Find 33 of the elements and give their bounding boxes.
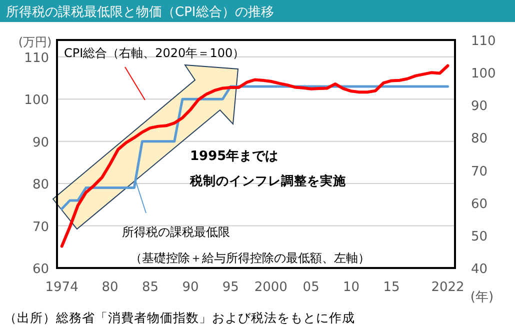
chart-title: 所得税の課税最低限と物価（CPI総合）の推移 — [6, 5, 274, 20]
y2-tick-label: 40 — [471, 262, 488, 277]
y2-tick-label: 70 — [471, 164, 488, 180]
y2-tick-label: 100 — [471, 66, 496, 82]
y2-tick-label: 90 — [471, 99, 488, 114]
series-label: CPI総合（右軸、2020年＝100） — [64, 46, 245, 60]
x-tick-label: 80 — [102, 280, 118, 295]
x-tick-label: 15 — [383, 280, 400, 295]
y2-tick-label: 50 — [471, 229, 488, 244]
text: （出所）総務省「消費者物価指数」および税法をもとに作成 — [4, 310, 355, 325]
annotation: （基礎控除＋給与所得控除の最低額、左軸） — [130, 251, 370, 265]
text: 所得税の課税最低限 — [122, 225, 230, 239]
y-tick-label: 110 — [24, 50, 49, 66]
x-tick-label: 95 — [222, 280, 239, 295]
y2-tick-label: 80 — [471, 132, 488, 147]
y-tick-label: 90 — [32, 135, 49, 150]
y-tick-label: 100 — [24, 93, 49, 108]
x-tick-label: 90 — [182, 280, 199, 295]
x-tick-label: 05 — [302, 280, 320, 295]
x-tick-label: 1974 — [45, 280, 78, 295]
y-axis-title: (万円) — [18, 35, 52, 49]
x-tick-label: 2022 — [431, 280, 464, 295]
y-tick-label: 70 — [32, 220, 49, 235]
annotation: 税制のインフレ調整を実施 — [189, 173, 347, 188]
x-tick-label: 85 — [142, 280, 159, 295]
y-tick-label: 60 — [32, 262, 49, 277]
annotation: 1995年までは — [190, 149, 278, 164]
x-tick-label: 2000 — [254, 280, 288, 295]
y2-tick-label: 60 — [471, 196, 488, 212]
x-tick-label: 10 — [343, 280, 360, 295]
x-axis-title: (年) — [470, 290, 494, 305]
y2-tick-label: 110 — [471, 34, 496, 49]
y-tick-label: 80 — [32, 178, 49, 193]
